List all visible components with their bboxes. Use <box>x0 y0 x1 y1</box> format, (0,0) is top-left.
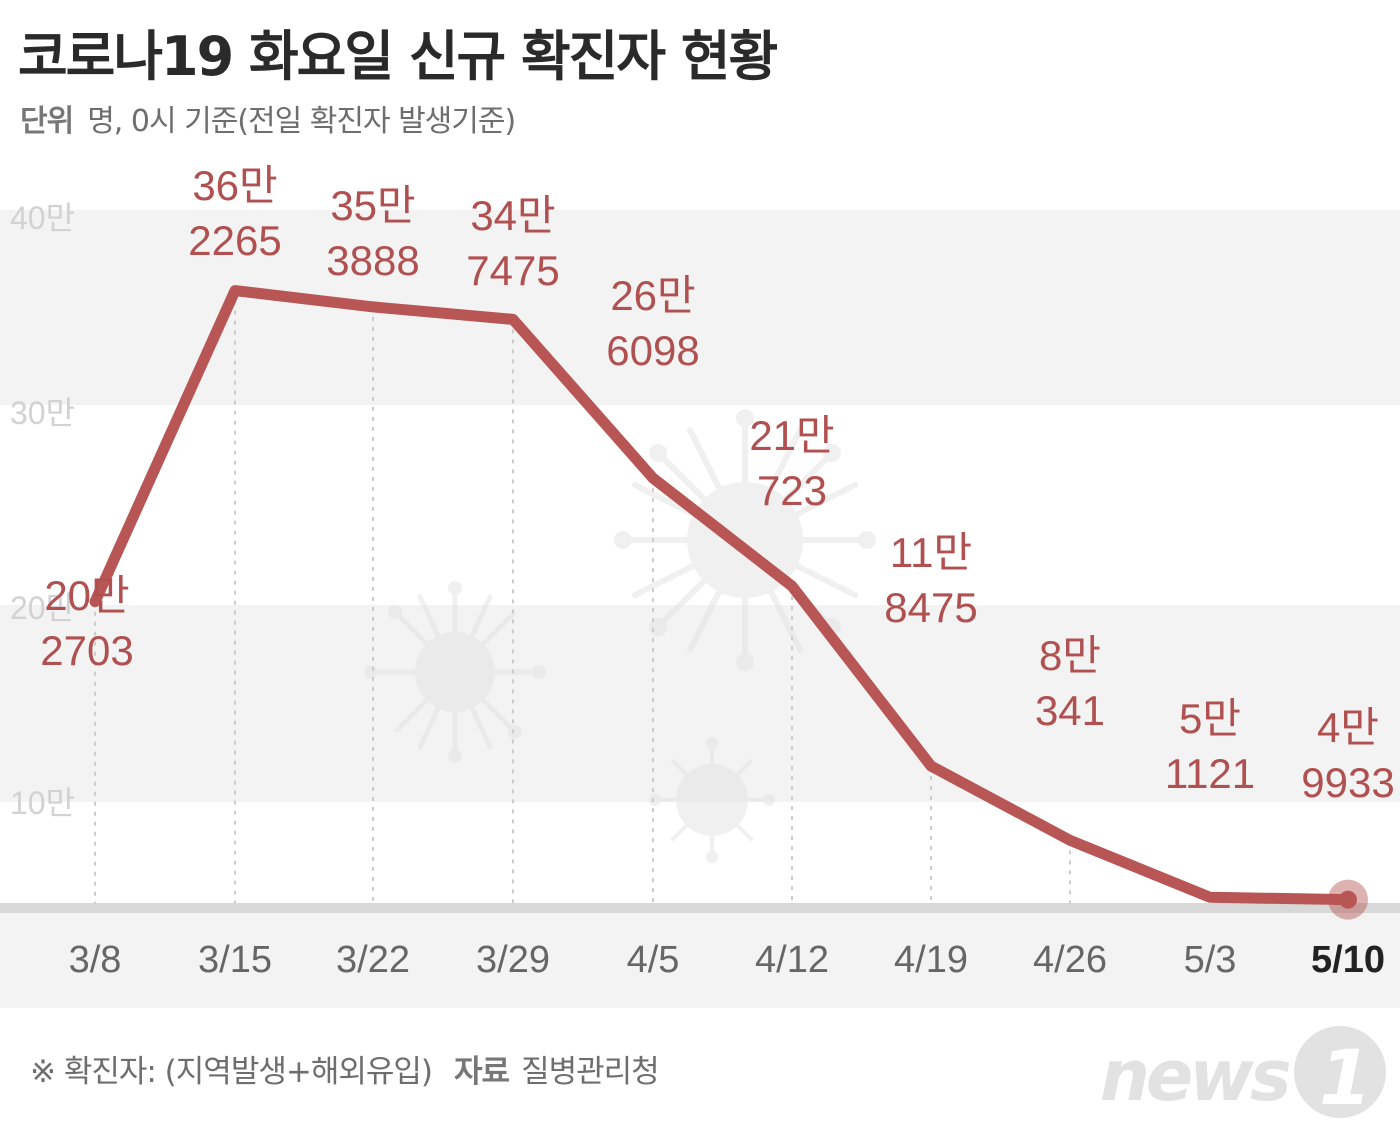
unit-label: 단위 <box>20 104 74 139</box>
highlight-marker <box>1328 879 1368 920</box>
x-tick-label: 3/8 <box>69 939 122 981</box>
source-text: 질병관리청 <box>521 1054 660 1090</box>
data-label: 26만 6098 <box>606 272 699 374</box>
virus-decorations <box>364 409 876 863</box>
data-label: 20만 2703 <box>40 572 133 674</box>
data-label-line: 2703 <box>40 627 133 674</box>
line-chart: 10만 20만 30만 40만 3/8 3/15 3/22 3/29 4/5 4/12 4/19 4… <box>0 162 1400 1008</box>
data-label-line: 2265 <box>188 217 281 264</box>
chart-title: 코로나19 화요일 신규 확진자 현황 <box>18 25 778 88</box>
data-label-line: 8475 <box>884 584 977 631</box>
y-tick-label: 30만 <box>10 395 75 431</box>
data-label-line: 20만 <box>44 572 129 619</box>
x-tick-label: 4/19 <box>894 939 968 981</box>
data-label: 35만 3888 <box>326 182 419 284</box>
data-label-line: 6098 <box>606 327 699 374</box>
data-label: 34만 7475 <box>466 192 559 294</box>
data-label-line: 35만 <box>330 182 415 229</box>
data-label-line: 5만 <box>1179 695 1241 742</box>
x-tick-label: 5/10 <box>1311 939 1385 981</box>
data-label-line: 7475 <box>466 247 559 294</box>
grid-bands <box>0 210 1400 802</box>
data-labels: 20만270336만226535만388834만747526만609821만72… <box>40 162 1394 806</box>
x-axis-band <box>0 913 1400 1008</box>
svg-text:1: 1 <box>1319 1033 1372 1120</box>
x-tick-label: 4/26 <box>1033 939 1107 981</box>
unit-text: 명, 0시 기준(전일 확진자 발생기준) <box>87 104 516 139</box>
data-label: 5만 1121 <box>1165 695 1255 797</box>
data-label-line: 21만 <box>749 412 834 459</box>
svg-text:news: news <box>1100 1035 1290 1117</box>
virus-icon <box>649 737 775 863</box>
data-label-line: 26만 <box>610 272 695 319</box>
x-tick-label: 4/5 <box>627 939 680 981</box>
data-label-line: 36만 <box>192 162 277 209</box>
data-label-line: 1121 <box>1165 750 1255 797</box>
data-label: 4만 9933 <box>1301 704 1394 806</box>
y-tick-labels: 10만 20만 30만 40만 <box>10 200 75 821</box>
data-label-line: 3888 <box>326 237 419 284</box>
unit-note: 단위 명, 0시 기준(전일 확진자 발생기준) <box>20 96 516 140</box>
x-tick-label: 5/3 <box>1184 939 1237 981</box>
news1-logo: news 1 <box>1100 1026 1386 1120</box>
data-label-line: 11만 <box>890 529 972 576</box>
source-label: 자료 <box>454 1054 510 1090</box>
x-tick-label: 3/15 <box>198 939 272 981</box>
footer-note: ※ 확진자: (지역발생+해외유입) <box>30 1054 433 1090</box>
data-label-line: 9933 <box>1301 759 1394 806</box>
data-label-line: 4만 <box>1317 704 1379 751</box>
series-line <box>89 285 1354 906</box>
virus-icon <box>364 581 546 763</box>
data-label: 11만 8475 <box>884 529 977 631</box>
virus-icon <box>614 409 876 671</box>
x-tick-label: 3/29 <box>476 939 550 981</box>
x-tick-label: 4/12 <box>755 939 829 981</box>
data-label-line: 341 <box>1035 687 1105 734</box>
footer: ※ 확진자: (지역발생+해외유입) 자료 질병관리청 <box>30 1046 660 1091</box>
x-tick-labels: 3/8 3/15 3/22 3/29 4/5 4/12 4/19 4/26 5/3 5/10 <box>69 939 1385 981</box>
y-tick-label: 10만 <box>10 785 75 821</box>
y-tick-label: 20만 <box>10 590 75 626</box>
data-label-line: 723 <box>757 467 827 514</box>
y-tick-label: 40만 <box>10 200 75 236</box>
x-axis-baseline <box>0 903 1400 913</box>
data-label-line: 34만 <box>470 192 555 239</box>
data-label: 36만 2265 <box>188 162 281 264</box>
dashed-guides <box>94 290 1349 903</box>
highlight-point <box>1339 890 1357 909</box>
x-tick-label: 3/22 <box>336 939 410 981</box>
data-label-line: 8만 <box>1039 632 1101 679</box>
